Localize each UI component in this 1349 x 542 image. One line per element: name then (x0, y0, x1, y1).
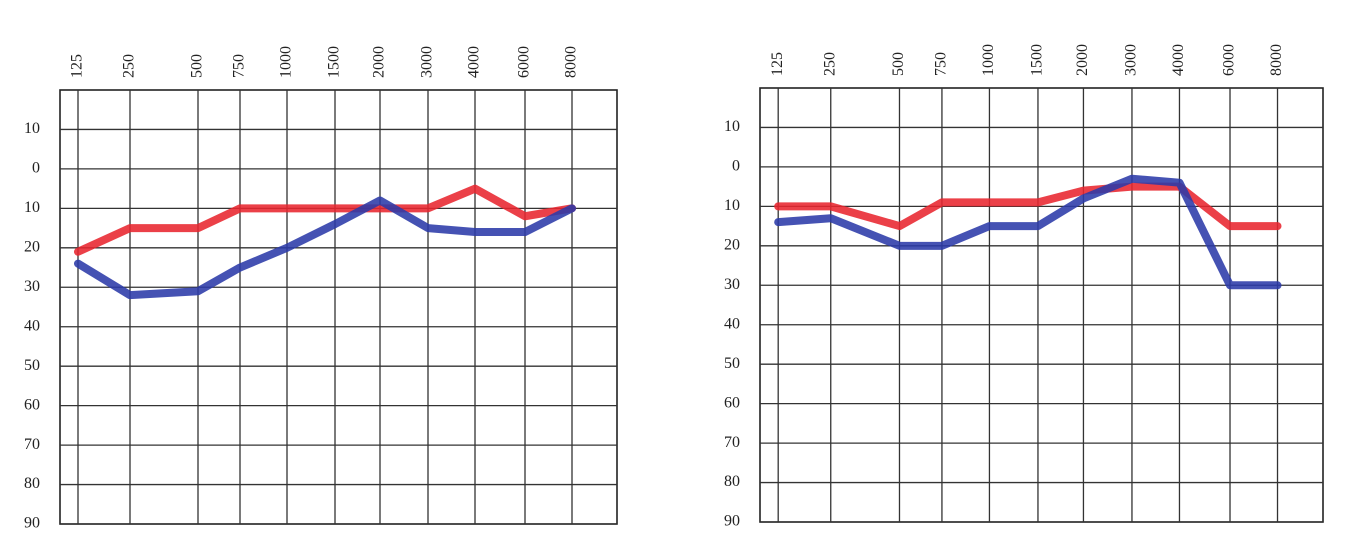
x-tick-label: 8000 (563, 46, 580, 78)
x-tick-label: 125 (69, 54, 86, 78)
y-tick-label: 40 (24, 317, 40, 334)
y-tick-label: 90 (24, 515, 40, 532)
x-tick-label: 8000 (1268, 44, 1285, 76)
y-tick-label: 80 (724, 473, 740, 490)
plot-frame (59, 89, 618, 525)
hearing-line (774, 182, 1282, 231)
y-tick-label: 0 (32, 160, 40, 177)
y-tick-label: 80 (24, 475, 40, 492)
x-tick-label: 3000 (419, 46, 436, 78)
x-tick-label: 500 (189, 54, 206, 78)
x-tick-label: 3000 (1123, 44, 1140, 76)
y-tick-label: 10 (724, 118, 740, 135)
x-tick-label: 2000 (1074, 44, 1091, 76)
hearing-line (74, 184, 576, 256)
y-tick-label: 60 (724, 394, 740, 411)
x-tick-label: 250 (121, 54, 138, 78)
hearing-line (74, 196, 576, 300)
y-tick-label: 0 (732, 158, 740, 175)
x-tick-label: 4000 (466, 46, 483, 78)
y-tick-label: 50 (24, 357, 40, 374)
y-tick-label: 70 (724, 434, 740, 451)
y-tick-label: 10 (724, 197, 740, 214)
x-tick-label: 2000 (371, 46, 388, 78)
x-tick-label: 750 (231, 54, 248, 78)
y-tick-label: 50 (724, 355, 740, 372)
y-tick-label: 30 (24, 278, 40, 295)
y-tick-label: 10 (24, 199, 40, 216)
x-tick-label: 1500 (326, 46, 343, 78)
x-tick-label: 1500 (1029, 44, 1046, 76)
plot-frame (759, 87, 1324, 523)
x-tick-label: 250 (821, 52, 838, 76)
y-tick-label: 20 (724, 236, 740, 253)
x-tick-label: 6000 (1221, 44, 1238, 76)
x-tick-label: 6000 (516, 46, 533, 78)
x-tick-label: 125 (769, 52, 786, 76)
y-tick-label: 10 (24, 120, 40, 137)
y-tick-label: 70 (24, 436, 40, 453)
x-tick-label: 500 (890, 52, 907, 76)
y-tick-label: 40 (724, 315, 740, 332)
x-tick-label: 1000 (980, 44, 997, 76)
x-tick-label: 4000 (1170, 44, 1187, 76)
y-tick-label: 20 (24, 238, 40, 255)
x-tick-label: 750 (933, 52, 950, 76)
y-tick-label: 30 (724, 276, 740, 293)
x-tick-label: 1000 (278, 46, 295, 78)
y-tick-label: 60 (24, 396, 40, 413)
y-tick-label: 90 (724, 513, 740, 530)
hearing-line (774, 174, 1282, 290)
